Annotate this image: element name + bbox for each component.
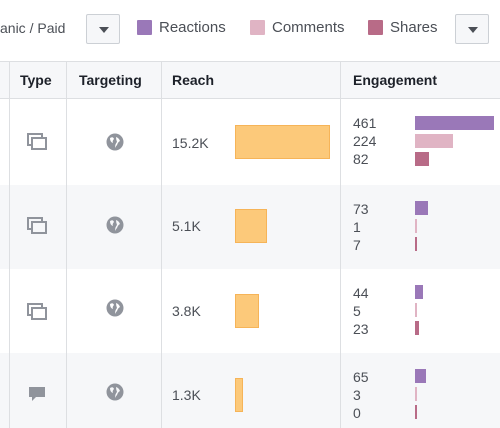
organic-paid-dropdown-button[interactable]: [86, 14, 120, 44]
reactions-bar: [415, 201, 428, 215]
globe-icon: [106, 216, 124, 234]
multi-photo-icon: [27, 303, 47, 320]
status-comment-icon: [29, 387, 45, 401]
column-divider: [9, 61, 10, 428]
legend-label-shares: Shares: [390, 19, 438, 36]
reach-bar: [235, 209, 267, 243]
table-row[interactable]: 15.2K 461 224 82: [0, 99, 500, 185]
shares-bar: [415, 405, 417, 419]
table-row[interactable]: 3.8K 44 5 23: [0, 269, 500, 353]
comments-count: 3: [353, 387, 361, 403]
reactions-bar: [415, 285, 423, 299]
shares-count: 82: [353, 151, 369, 167]
globe-icon: [106, 133, 124, 151]
table-header: Type Targeting Reach Engagement: [0, 61, 500, 99]
reach-bar: [235, 125, 330, 159]
globe-icon: [106, 299, 124, 317]
chevron-down-icon: [468, 27, 478, 33]
shares-bar: [415, 152, 429, 166]
column-divider: [66, 61, 67, 428]
legend-swatch-shares: [368, 20, 383, 35]
column-header-targeting[interactable]: Targeting: [79, 72, 142, 88]
reach-bar: [235, 378, 243, 412]
globe-icon: [106, 383, 124, 401]
shares-count: 0: [353, 405, 361, 421]
reach-value: 5.1K: [172, 218, 201, 234]
reach-bar: [235, 294, 259, 328]
table-row[interactable]: 1.3K 65 3 0: [0, 353, 500, 428]
comments-count: 5: [353, 303, 361, 319]
reach-value: 3.8K: [172, 303, 201, 319]
legend-label-comments: Comments: [272, 19, 345, 36]
comments-bar: [415, 303, 417, 317]
legend-swatch-comments: [250, 20, 265, 35]
column-header-engagement[interactable]: Engagement: [353, 72, 438, 88]
multi-photo-icon: [27, 217, 47, 234]
table-row[interactable]: 5.1K 73 1 7: [0, 185, 500, 269]
shares-count: 7: [353, 237, 361, 253]
comments-bar: [415, 219, 417, 233]
multi-photo-icon: [27, 133, 47, 150]
reach-value: 15.2K: [172, 135, 209, 151]
chevron-down-icon: [99, 27, 109, 33]
reactions-count: 461: [353, 115, 377, 131]
metric-dropdown-button[interactable]: [455, 14, 489, 44]
reactions-count: 44: [353, 285, 369, 301]
reactions-bar: [415, 116, 494, 130]
comments-count: 224: [353, 133, 377, 149]
reach-value: 1.3K: [172, 387, 201, 403]
reactions-bar: [415, 369, 426, 383]
comments-bar: [415, 134, 453, 148]
shares-bar: [415, 321, 419, 335]
column-header-reach[interactable]: Reach: [172, 72, 215, 88]
comments-bar: [415, 387, 417, 401]
legend-swatch-reactions: [137, 20, 152, 35]
organic-paid-label: anic / Paid: [0, 20, 66, 36]
reactions-count: 65: [353, 369, 369, 385]
chart-toolbar: anic / Paid Reactions Comments Shares: [0, 0, 500, 57]
comments-count: 1: [353, 219, 361, 235]
reactions-count: 73: [353, 201, 369, 217]
shares-count: 23: [353, 321, 369, 337]
column-divider: [340, 61, 341, 428]
column-divider: [161, 61, 162, 428]
shares-bar: [415, 237, 417, 251]
column-header-type[interactable]: Type: [20, 72, 52, 88]
legend-label-reactions: Reactions: [159, 19, 226, 36]
